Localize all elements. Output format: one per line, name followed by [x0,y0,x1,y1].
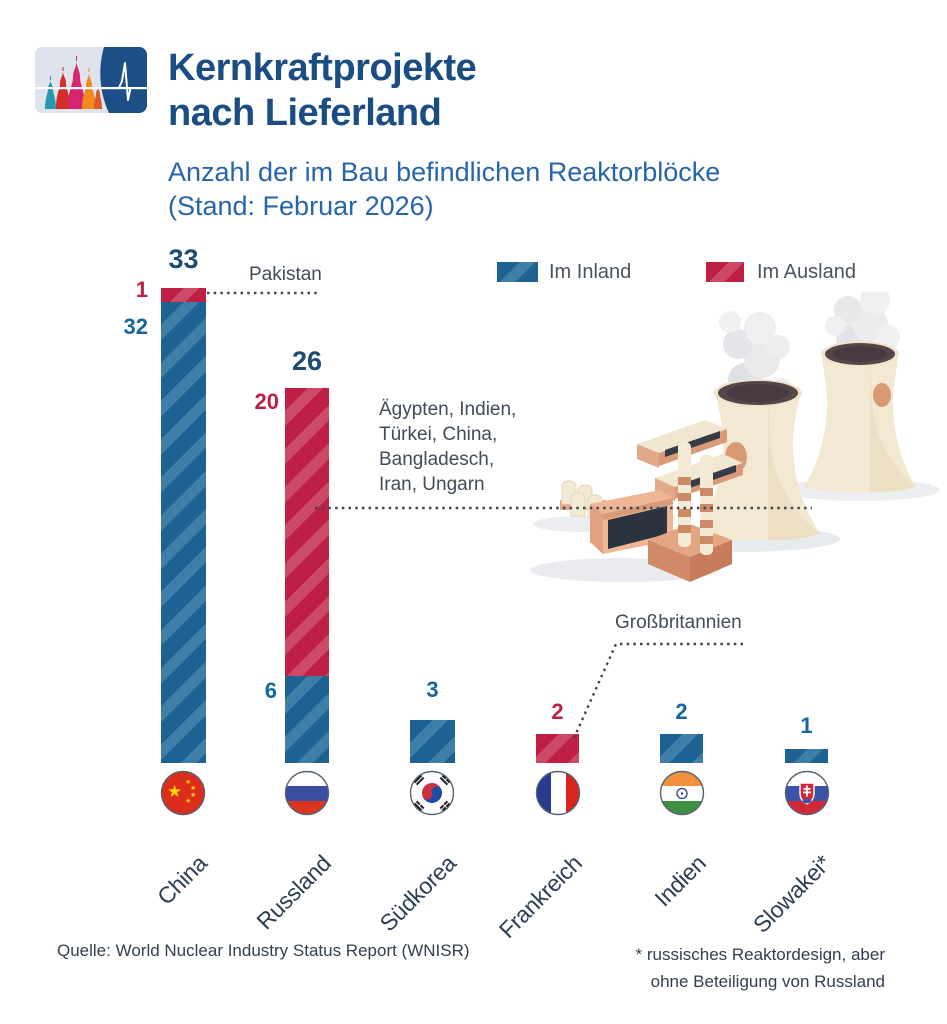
svg-text:★: ★ [185,778,191,786]
svg-text:★: ★ [190,784,196,792]
south-korea-flag-icon [409,770,455,816]
svg-text:★: ★ [185,797,191,805]
cooling-tower-icon [804,341,916,493]
pulse-line-icon [107,62,142,101]
annotation-pakistan: Pakistan [249,264,322,285]
striped-chimneys-icon [648,442,732,582]
value-suedkorea-total: 3 [426,677,439,702]
value-china-inland: 32 [123,314,148,339]
russia-flag-icon [284,770,330,816]
title-line-2: nach Lieferland [168,92,442,134]
bar-slowakei-inland-segment [785,749,828,763]
bar-china-ausland-segment [161,288,206,302]
india-flag-icon [659,770,705,816]
annotation-line: Iran, Ungarn [379,474,485,495]
value-russland-total: 26 [291,346,323,376]
value-russland-ausland: 20 [254,389,279,414]
dekoder-kremlin-pulse-logo [35,47,147,113]
footnote: * russisches Reaktordesign, aber ohne Be… [636,941,885,995]
title-line-1: Kernkraftprojekte [168,47,477,89]
bar-russland-inland-segment [285,676,329,763]
kremlin-domes-icon [45,56,102,109]
nuclear-power-plant-illustration [530,292,940,582]
subtitle-line-1: Anzahl der im Bau befindlichen Reaktorbl… [168,157,721,187]
value-china-ausland: 1 [135,277,148,302]
connector-grossbritannien [572,642,743,739]
annotation-grossbritannien: Großbritannien [615,612,742,633]
value-slowakei-total: 1 [800,713,813,738]
svg-text:★: ★ [167,782,182,801]
value-indien-total: 2 [675,699,688,724]
bar-frankreich-ausland-segment [536,734,579,763]
annotation-line: Türkei, China, [379,424,498,445]
bar-suedkorea-inland-segment [410,720,455,763]
annotation-line: Ägypten, Indien, [379,399,517,420]
legend-label-inland: Im Inland [549,261,632,283]
page-title: Kernkraftprojekte nach Lieferland [168,46,477,136]
legend-swatch-ausland [706,262,744,282]
legend-swatch-inland [497,262,538,282]
subtitle-line-2: (Stand: Februar 2026) [168,191,434,221]
value-china-total: 33 [168,244,199,274]
value-frankreich-total: 2 [551,699,564,724]
source-note: Quelle: World Nuclear Industry Status Re… [57,941,470,960]
bar-russland-ausland-segment [285,388,329,676]
chart-subtitle: Anzahl der im Bau befindlichen Reaktorbl… [168,155,720,223]
slovakia-flag-icon [784,770,830,816]
footnote-line-1: * russisches Reaktordesign, aber [635,945,885,964]
france-flag-icon [535,770,581,816]
china-flag-icon: ★ ★ ★ ★ ★ [160,770,206,816]
footnote-line-2: ohne Beteiligung von Russland [650,972,885,991]
annotation-line: Bangladesch, [379,449,495,470]
bar-china-inland-segment [161,302,206,763]
bar-indien-inland-segment [660,734,703,763]
annotation-russland-exports: Ägypten, Indien, Türkei, China, Banglade… [379,397,516,497]
value-russland-inland: 6 [264,678,277,703]
svg-text:★: ★ [190,791,196,799]
legend-label-ausland: Im Ausland [757,261,856,283]
